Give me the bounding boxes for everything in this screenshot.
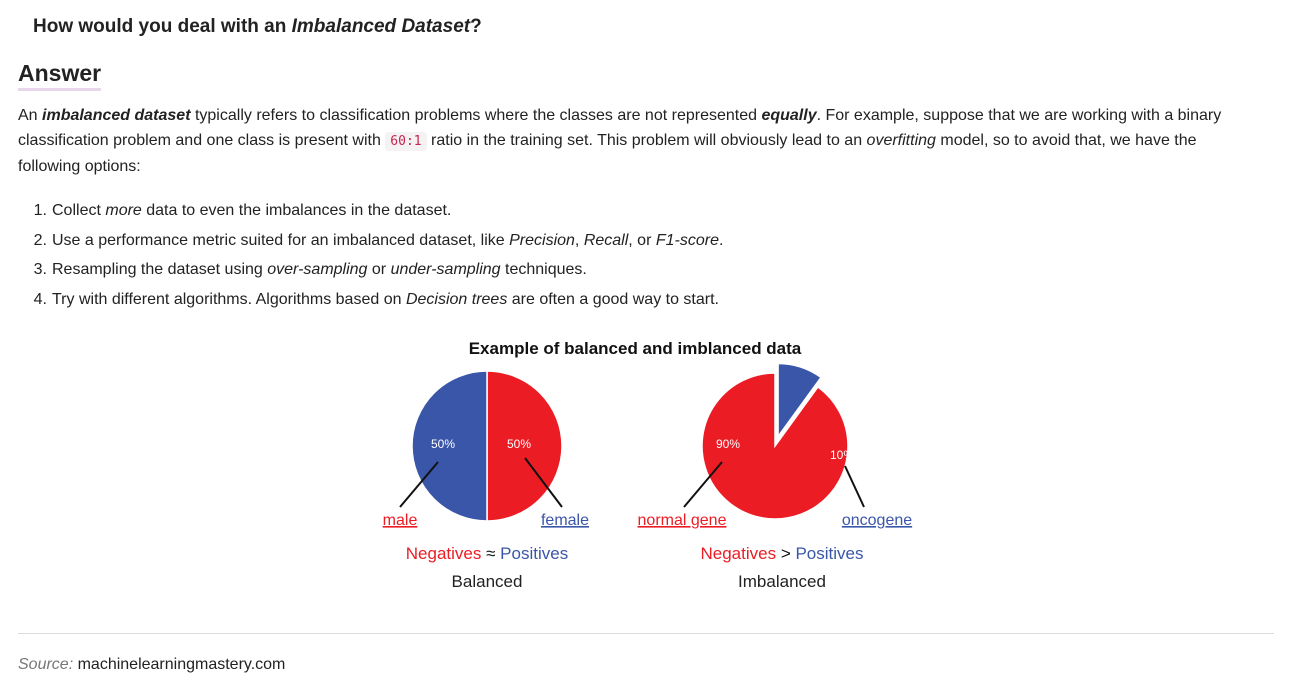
leader-line: [399, 461, 439, 508]
relation-label: Negatives > Positives: [700, 544, 863, 563]
leader-line: [683, 461, 723, 508]
slice-category-label: male: [383, 512, 418, 529]
list-item: 4. Try with different algorithms. Algorit…: [33, 290, 719, 308]
slice-category-label: normal gene: [638, 512, 727, 529]
source-site: machinelearningmastery.com: [77, 656, 286, 673]
list-item: 1. Collect more data to even the imbalanc…: [33, 202, 452, 219]
list-item: 2. Use a performance metric suited for an…: [33, 231, 724, 249]
options-list: 1. Collect more data to even the imbalanc…: [18, 199, 724, 317]
divider: [18, 633, 1274, 634]
chart-title: Example of balanced and imblanced data: [469, 339, 802, 358]
slice-value-label: 10%: [830, 448, 854, 462]
leader-line: [844, 465, 865, 508]
pie-slice: [701, 372, 849, 520]
list-item: 3. Resampling the dataset using over-samp…: [33, 261, 587, 278]
source-label: Source:: [18, 656, 74, 673]
pie-caption: Imbalanced: [738, 572, 826, 591]
intro-paragraph: An imbalanced dataset typically refers t…: [18, 107, 1222, 175]
slice-category-label: female: [541, 512, 589, 529]
slice-value-label: 90%: [716, 437, 740, 451]
slice-category-label: oncogene: [842, 512, 912, 529]
pie-slice: [777, 362, 823, 439]
pie-caption: Balanced: [452, 572, 523, 591]
source-line: Source: machinelearningmastery.com: [18, 656, 285, 674]
question-heading: How would you deal with an Imbalanced Da…: [33, 16, 482, 37]
relation-label: Negatives ≈ Positives: [406, 544, 568, 563]
slice-value-label: 50%: [431, 437, 455, 451]
leader-line: [524, 457, 563, 508]
ratio-code: 60:1: [385, 132, 427, 151]
slice-value-label: 50%: [507, 437, 531, 451]
pie-slice: [411, 370, 488, 522]
answer-heading: Answer: [18, 60, 102, 91]
